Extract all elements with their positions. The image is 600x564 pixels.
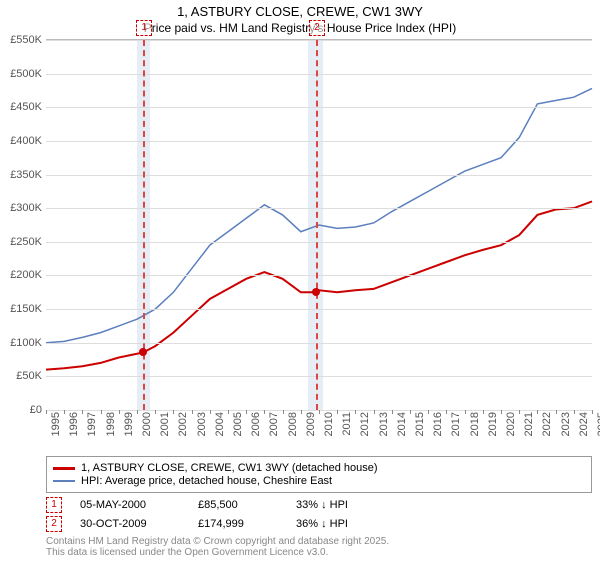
chart-plot-area: £0£50K£100K£150K£200K£250K£300K£350K£400… [46,39,592,410]
marker-date: 30-OCT-2009 [80,518,180,530]
marker-date: 05-MAY-2000 [80,499,180,511]
legend-swatch [53,480,75,482]
marker-table: 1 05-MAY-2000 £85,500 33% ↓ HPI 2 30-OCT… [46,497,592,532]
legend-item: HPI: Average price, detached house, Ches… [53,475,585,487]
marker-row: 1 05-MAY-2000 £85,500 33% ↓ HPI [46,497,592,513]
legend-label: 1, ASTBURY CLOSE, CREWE, CW1 3WY (detach… [81,462,378,474]
footer: Contains HM Land Registry data © Crown c… [46,536,592,558]
x-axis-labels: 1995199619971998199920002001200220032004… [46,410,592,450]
marker-badge: 2 [46,516,62,532]
footer-line: Contains HM Land Registry data © Crown c… [46,536,592,547]
marker-price: £174,999 [198,518,278,530]
marker-price: £85,500 [198,499,278,511]
legend-item: 1, ASTBURY CLOSE, CREWE, CW1 3WY (detach… [53,462,585,474]
marker-row: 2 30-OCT-2009 £174,999 36% ↓ HPI [46,516,592,532]
marker-badge: 1 [46,497,62,513]
legend-swatch [53,467,75,470]
chart-svg [46,40,592,410]
marker-delta: 36% ↓ HPI [296,518,348,530]
chart-container: 1, ASTBURY CLOSE, CREWE, CW1 3WY Price p… [0,4,600,564]
footer-line: This data is licensed under the Open Gov… [46,547,592,558]
chart-subtitle: Price paid vs. HM Land Registry's House … [0,21,600,35]
marker-delta: 33% ↓ HPI [296,499,348,511]
legend-label: HPI: Average price, detached house, Ches… [81,475,332,487]
chart-title: 1, ASTBURY CLOSE, CREWE, CW1 3WY [0,4,600,19]
legend: 1, ASTBURY CLOSE, CREWE, CW1 3WY (detach… [46,456,592,493]
